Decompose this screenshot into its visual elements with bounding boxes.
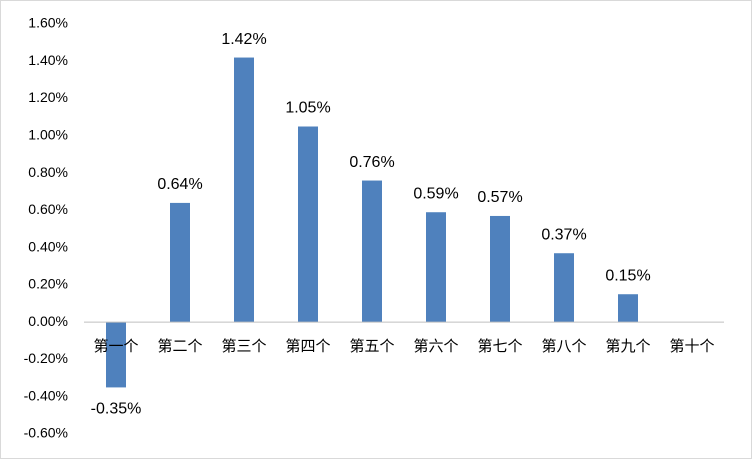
bar (618, 294, 638, 323)
data-label: -0.35% (91, 401, 142, 418)
y-tick-label: 1.20% (28, 89, 68, 105)
bar (490, 215, 510, 323)
y-tick-label: 1.60% (28, 15, 68, 31)
x-tick-label: 第四个 (285, 337, 330, 355)
bar (554, 253, 574, 323)
y-tick-label: -0.20% (24, 350, 68, 366)
y-tick-label: 0.00% (28, 313, 68, 329)
data-label: 1.05% (285, 100, 330, 117)
bar (234, 57, 254, 323)
x-tick-label: 第一个 (93, 337, 138, 355)
x-tick-label: 第二个 (157, 337, 202, 355)
data-label: 1.42% (221, 31, 266, 48)
data-label: 0.15% (605, 267, 650, 284)
x-tick-label: 第六个 (413, 337, 458, 355)
data-label: 0.37% (541, 226, 586, 243)
data-label: 0.64% (157, 176, 202, 193)
x-tick-label: 第七个 (477, 337, 522, 355)
x-tick-label: 第八个 (541, 337, 586, 355)
bar (170, 202, 190, 323)
bar (362, 180, 382, 323)
bar (298, 126, 318, 323)
y-tick-label: 0.60% (28, 201, 68, 217)
y-tick-label: 0.20% (28, 276, 68, 292)
y-tick-label: 0.40% (28, 238, 68, 254)
y-tick-label: -0.40% (24, 387, 68, 403)
y-tick-label: -0.60% (24, 425, 68, 441)
bar (106, 322, 126, 388)
x-tick-label: 第九个 (605, 337, 650, 355)
x-tick-label: 第三个 (221, 337, 266, 355)
data-label: 0.57% (477, 189, 522, 206)
x-tick-label: 第五个 (349, 337, 394, 355)
y-tick-label: 0.80% (28, 164, 68, 180)
y-tick-label: 1.40% (28, 52, 68, 68)
data-label: 0.59% (413, 185, 458, 202)
bar (426, 212, 446, 323)
y-tick-label: 1.00% (28, 127, 68, 143)
data-label: 0.76% (349, 154, 394, 171)
x-tick-label: 第十个 (669, 337, 714, 355)
